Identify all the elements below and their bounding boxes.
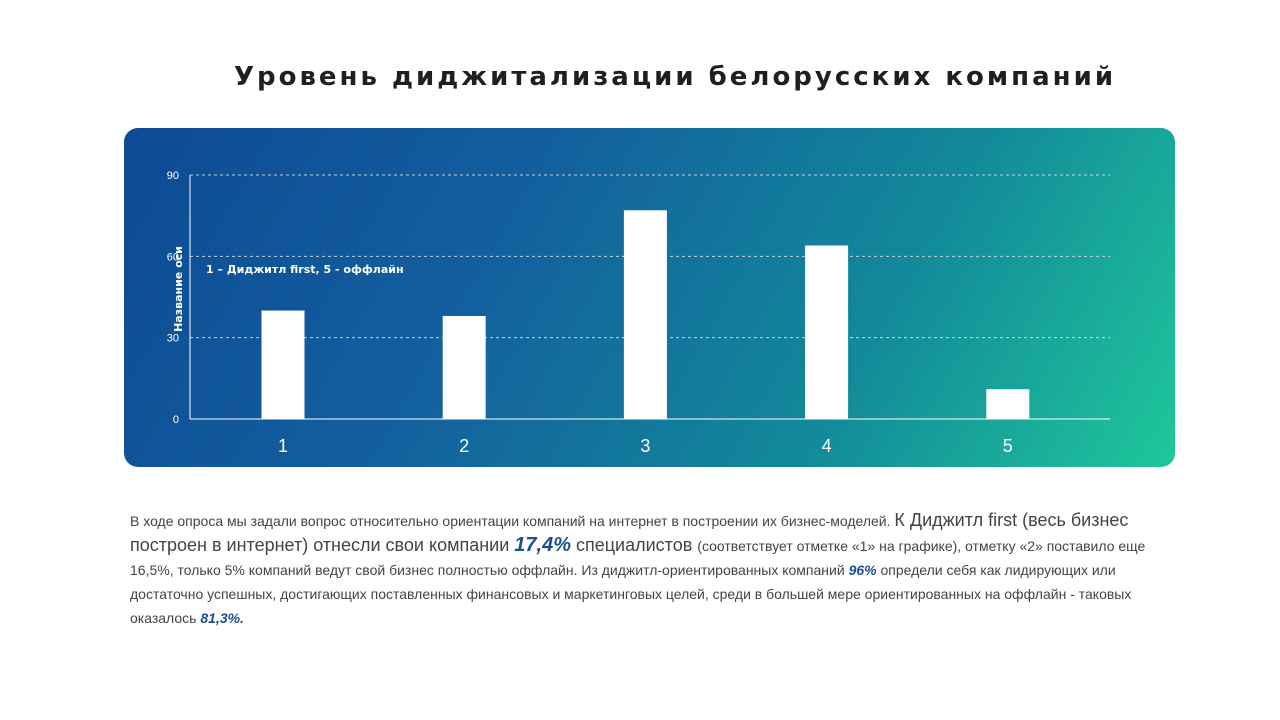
- bar: [442, 315, 486, 419]
- bar: [261, 310, 305, 419]
- text-part-5: определи себя как лидирующих или достато…: [130, 562, 1132, 626]
- page-title: Уровень диджитализации белорусских компа…: [233, 62, 1117, 92]
- x-tick-label: 3: [640, 436, 650, 456]
- bar: [623, 210, 667, 419]
- text-part-1: В ходе опроса мы задали вопрос относител…: [130, 513, 895, 529]
- highlight-value-1: 17,4%: [514, 534, 571, 556]
- y-tick-label: 0: [173, 414, 179, 426]
- y-tick-label: 30: [167, 333, 179, 345]
- text-part-4: (соответствует отметке «1» на графике), …: [130, 538, 1146, 578]
- x-tick-label: 4: [822, 436, 832, 456]
- x-tick-label: 2: [459, 436, 469, 456]
- text-part-2: К Диджитл first (весь бизнес построен в …: [130, 510, 1129, 555]
- text-part-3: специалистов: [570, 535, 698, 555]
- chart-panel: 0 30 60 90 1 2 3 4 5 1 – Диджитл first, 5 - оффл…: [124, 128, 1175, 467]
- x-tick-label: 1: [278, 436, 288, 456]
- bar: [986, 389, 1030, 419]
- chart-annotation: 1 – Диджитл first, 5 - оффлайн: [206, 263, 404, 276]
- x-tick-label: 5: [1003, 436, 1013, 456]
- highlight-value-3: 81,3%.: [200, 610, 244, 626]
- highlight-value-2: 96%: [848, 562, 877, 578]
- description-text: В ходе опроса мы задали вопрос относител…: [130, 508, 1160, 630]
- y-tick-label: 60: [167, 251, 179, 263]
- y-tick-label: 90: [167, 170, 179, 182]
- bar-chart: 0 30 60 90 1 2 3 4 5: [167, 170, 1110, 456]
- y-axis-label: Название оси: [172, 246, 185, 332]
- bar: [805, 245, 849, 419]
